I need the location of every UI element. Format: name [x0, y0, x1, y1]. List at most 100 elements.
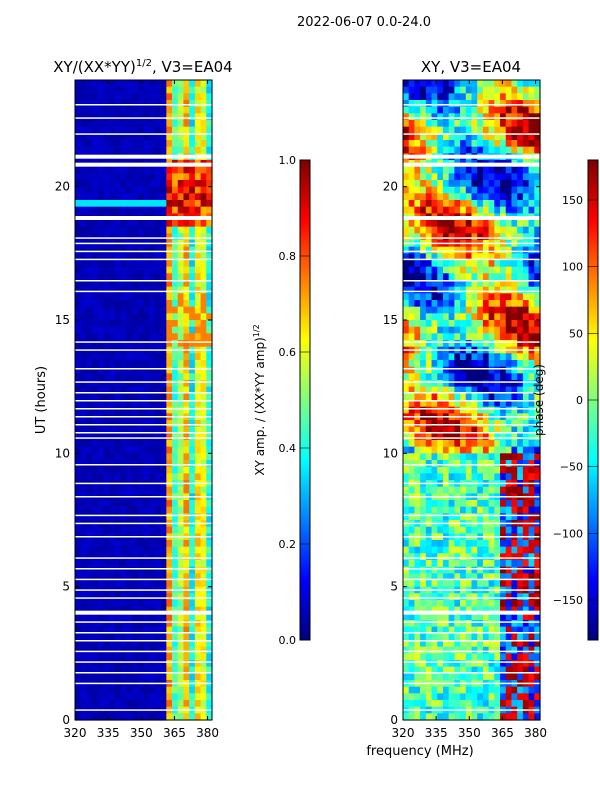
heatmap-cell — [120, 100, 127, 108]
heatmap-cell — [149, 120, 156, 128]
heatmap-cell — [166, 200, 173, 208]
heatmap-cell — [511, 440, 518, 448]
heatmap-cell — [154, 273, 162, 281]
heatmap-cell — [431, 446, 438, 454]
heatmap-cell — [126, 173, 133, 181]
heatmap-cell — [137, 333, 145, 341]
heatmap-cell — [477, 193, 484, 201]
heatmap-cell — [160, 266, 167, 274]
heatmap-cell — [177, 180, 185, 188]
heatmap-cell — [75, 600, 82, 608]
heatmap-cell — [109, 426, 116, 434]
heatmap-cell — [517, 280, 524, 288]
heatmap-cell — [109, 80, 116, 88]
heatmap-cell — [120, 233, 127, 241]
heatmap-cell — [500, 120, 507, 128]
heatmap-cell — [200, 446, 207, 454]
heatmap-cell — [183, 600, 190, 608]
heatmap-cell — [414, 560, 421, 568]
heatmap-cell — [149, 633, 156, 641]
heatmap-cell — [137, 593, 145, 601]
heatmap-cell — [437, 473, 444, 481]
heatmap-cell — [460, 233, 467, 241]
heatmap-cell — [505, 653, 513, 661]
heatmap-cell — [149, 173, 156, 181]
heatmap-cell — [403, 513, 410, 521]
heatmap-cell — [437, 100, 444, 108]
heatmap-cell — [143, 486, 150, 494]
heatmap-cell — [437, 286, 444, 294]
heatmap-cell — [505, 646, 513, 654]
heatmap-cell — [80, 540, 88, 548]
heatmap-cell — [75, 560, 82, 568]
heatmap-cell — [177, 553, 185, 561]
heatmap-cell — [97, 146, 105, 154]
heatmap-cell — [414, 400, 421, 408]
heatmap-cell — [75, 366, 82, 374]
heatmap-cell — [408, 113, 416, 121]
heatmap-cell — [149, 226, 156, 234]
heatmap-cell — [437, 700, 444, 708]
heatmap-cell — [420, 600, 427, 608]
heatmap-cell — [177, 613, 185, 621]
heatmap-cell — [454, 506, 461, 514]
heatmap-cell — [114, 673, 122, 681]
heatmap-cell — [431, 700, 438, 708]
heatmap-cell — [160, 666, 167, 674]
heatmap-cell — [471, 566, 478, 574]
heatmap-cell — [477, 700, 484, 708]
heatmap-cell — [80, 386, 88, 394]
heatmap-cell — [408, 640, 416, 648]
heatmap-cell — [471, 440, 478, 448]
heatmap-cell — [109, 220, 116, 228]
heatmap-cell — [177, 626, 185, 634]
heatmap-cell — [80, 146, 88, 154]
heatmap-cell — [505, 206, 513, 214]
heatmap-cell — [92, 673, 99, 681]
heatmap-cell — [477, 126, 484, 134]
heatmap-cell — [114, 133, 122, 141]
heatmap-cell — [471, 286, 478, 294]
heatmap-cell — [437, 593, 444, 601]
heatmap-cell — [408, 220, 416, 228]
heatmap-cell — [92, 146, 99, 154]
heatmap-cell — [120, 186, 127, 194]
heatmap-cell — [120, 646, 127, 654]
heatmap-cell — [477, 86, 484, 94]
heatmap-cell — [160, 560, 167, 568]
heatmap-cell — [183, 666, 190, 674]
heatmap-cell — [488, 700, 495, 708]
heatmap-cell — [414, 446, 421, 454]
heatmap-cell — [403, 280, 410, 288]
heatmap-cell — [471, 426, 478, 434]
heatmap-cell — [149, 180, 156, 188]
heatmap-cell — [183, 260, 190, 268]
heatmap-cell — [505, 633, 513, 641]
heatmap-cell — [403, 400, 410, 408]
heatmap-cell — [177, 633, 185, 641]
heatmap-cell — [109, 326, 116, 334]
heatmap-cell — [86, 100, 93, 108]
heatmap-cell — [189, 306, 196, 314]
heatmap-cell — [517, 466, 524, 474]
heatmap-cell — [517, 546, 524, 554]
heatmap-cell — [166, 453, 173, 461]
heatmap-cell — [494, 553, 501, 561]
heatmap-cell — [166, 320, 173, 328]
heatmap-cell — [454, 500, 461, 508]
heatmap-cell — [126, 313, 133, 321]
heatmap-cell — [431, 560, 438, 568]
heatmap-cell — [437, 460, 444, 468]
heatmap-cell — [132, 286, 139, 294]
heatmap-cell — [126, 166, 133, 174]
heatmap-cell — [114, 286, 122, 294]
heatmap-cell — [200, 420, 207, 428]
heatmap-cell — [189, 113, 196, 121]
heatmap-cell — [92, 593, 99, 601]
heatmap-cell — [477, 553, 484, 561]
heatmap-cell — [132, 700, 139, 708]
heatmap-cell — [183, 120, 190, 128]
heatmap-cell — [414, 313, 421, 321]
heatmap-cell — [477, 566, 484, 574]
heatmap-cell — [206, 633, 213, 641]
